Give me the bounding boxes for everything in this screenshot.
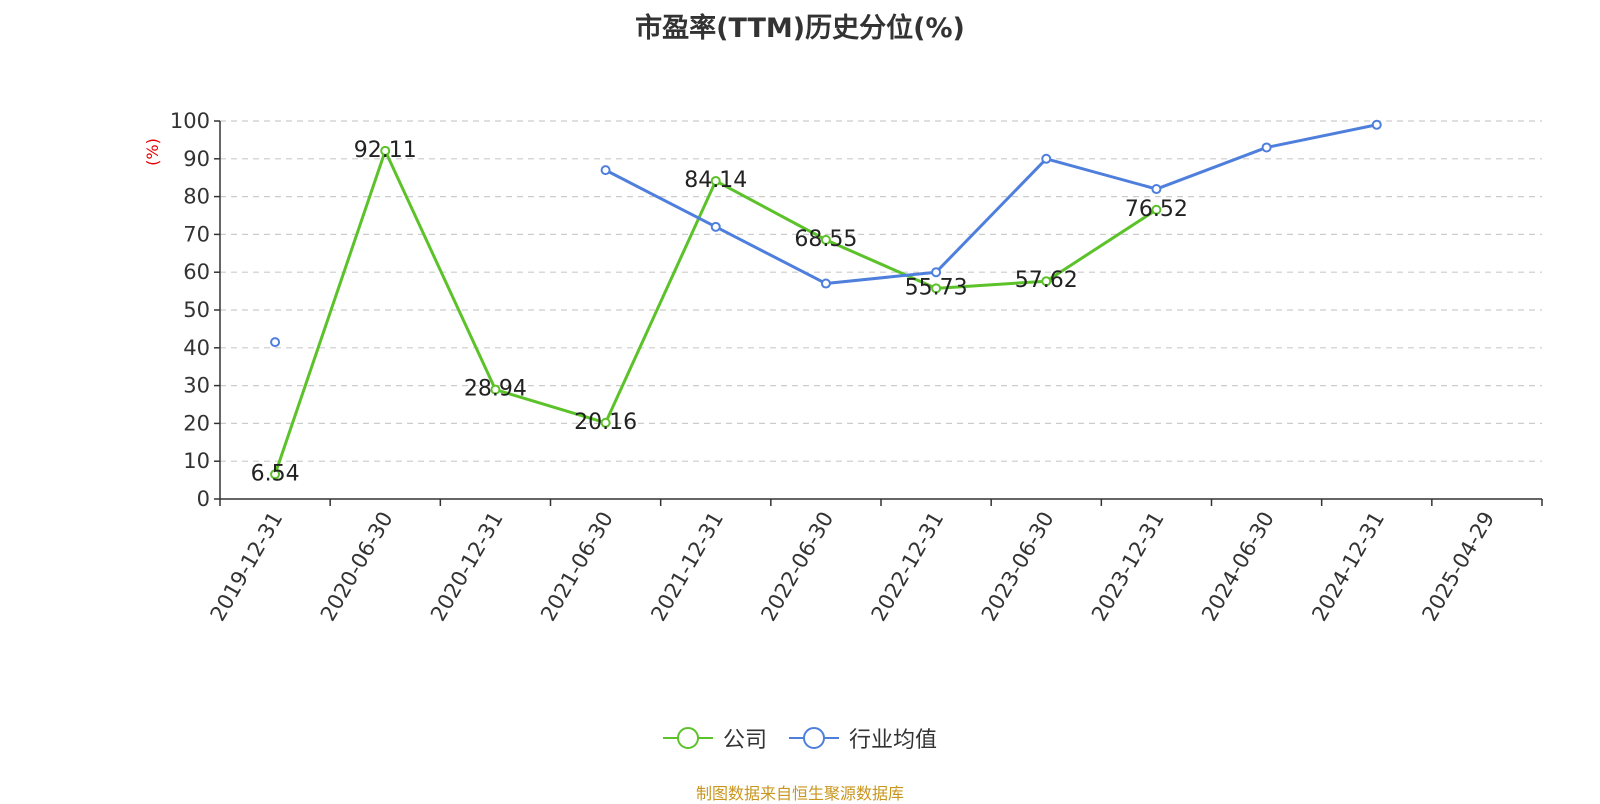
series-line: [273, 149, 1158, 475]
grid-lines: [220, 120, 1542, 462]
legend-item-company[interactable]: 公司: [662, 722, 767, 754]
y-tick-label: 40: [183, 336, 210, 360]
x-tick-label: 2022-12-31: [867, 507, 949, 625]
data-point: [490, 384, 501, 395]
x-tick-label: 2022-06-30: [756, 508, 838, 626]
data-point: [380, 145, 391, 156]
y-tick-label: 70: [183, 222, 210, 246]
data-point: [270, 469, 281, 480]
y-axis-label: (%): [143, 138, 162, 166]
data-point: [931, 283, 942, 294]
y-tick-label: 80: [183, 185, 210, 209]
data-label: 20.16: [574, 410, 637, 435]
data-point: [710, 175, 721, 186]
x-tick-label: 2020-12-31: [426, 507, 508, 625]
y-tick-label: 0: [197, 487, 210, 511]
data-label: 92.11: [354, 138, 417, 163]
data-point: [270, 337, 281, 348]
y-tick-label: 10: [183, 449, 210, 473]
data-point: [1261, 142, 1272, 153]
data-point: [600, 417, 611, 428]
legend-line-marker-icon: [662, 726, 713, 750]
legend-item-industry[interactable]: 行业均值: [789, 722, 937, 754]
y-tick-label: 50: [183, 298, 210, 322]
x-tick-label: 2019-12-31: [206, 508, 288, 626]
y-tick-label: 30: [183, 374, 210, 398]
x-tick-label: 2025-04-29: [1417, 508, 1499, 626]
legend-label: 公司: [722, 728, 767, 753]
x-tick-label: 2024-12-31: [1307, 508, 1389, 626]
data-point: [931, 267, 942, 278]
data-source-note: 制图数据来自恒生聚源数据库: [695, 784, 904, 803]
data-point: [820, 234, 831, 245]
x-tick-label: 2024-06-30: [1197, 508, 1279, 626]
legend: 公司 行业均值: [0, 722, 1600, 754]
data-point: [1151, 184, 1162, 195]
x-tick-label: 2021-12-31: [646, 508, 728, 626]
y-tick-label: 20: [183, 411, 210, 435]
y-tick-label: 100: [170, 109, 210, 133]
data-point: [820, 278, 831, 289]
data-point: [710, 221, 721, 232]
y-tick-label: 60: [183, 260, 210, 284]
data-label: 57.62: [1015, 268, 1078, 293]
data-point: [1151, 204, 1162, 215]
data-point: [1041, 153, 1052, 164]
legend-line-marker-icon: [789, 726, 839, 750]
data-label: 76.52: [1125, 197, 1188, 222]
axes: 0 10 20 30 40 50 60 70 80 90 100 2019-12-31 2020-06-…: [170, 109, 1543, 626]
data-label: 68.55: [794, 227, 857, 252]
data-point: [600, 165, 611, 176]
y-tick-label: 90: [183, 147, 210, 171]
data-point: [1041, 276, 1052, 287]
x-tick-label: 2023-06-30: [977, 508, 1059, 626]
x-tick-label: 2023-12-31: [1087, 508, 1169, 626]
data-label: 6.54: [251, 461, 300, 486]
legend-label: 行业均值: [849, 728, 938, 753]
data-label: 28.94: [464, 377, 527, 402]
data-point: [1371, 119, 1382, 130]
series-line: [604, 123, 1378, 286]
chart-title: 市盈率(TTM)历史分位(%): [635, 13, 965, 44]
data-label: 55.73: [905, 275, 968, 300]
plot-area: 6.54 92.11 28.94 20.16 84.14 68.55 55.73 57.62 7…: [251, 119, 1382, 486]
data-label: 84.14: [684, 168, 747, 193]
x-tick-label: 2020-06-30: [316, 508, 398, 626]
x-tick-label: 2021-06-30: [536, 508, 618, 626]
